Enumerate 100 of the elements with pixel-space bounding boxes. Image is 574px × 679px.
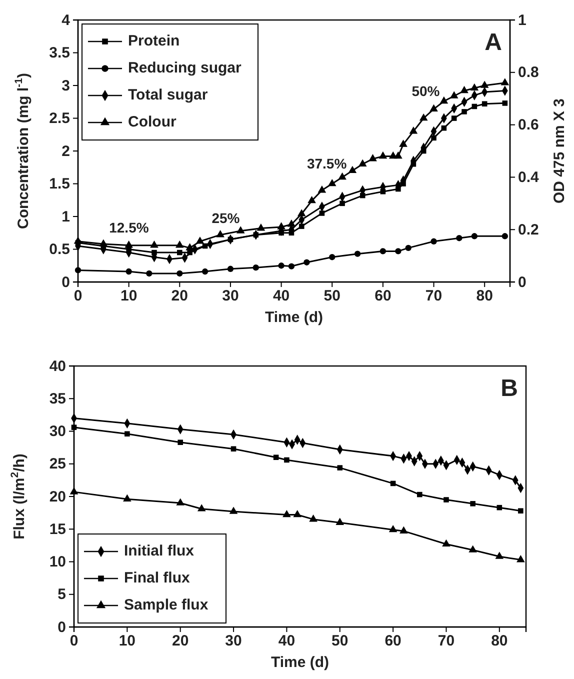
point xyxy=(297,209,306,216)
point xyxy=(419,113,428,121)
x-axis-title: Time (d) xyxy=(270,654,330,671)
point xyxy=(74,236,82,244)
point xyxy=(99,239,108,246)
legend-label: Initial flux xyxy=(124,542,195,560)
x-tick-label: 80 xyxy=(476,288,493,305)
x-tick-label: 10 xyxy=(120,288,138,305)
annotation: 12.5% xyxy=(109,219,150,236)
point xyxy=(471,233,478,240)
point xyxy=(236,226,245,234)
x-tick-label: 40 xyxy=(278,632,296,650)
x-tick-label: 20 xyxy=(172,632,189,650)
point xyxy=(186,243,194,250)
point xyxy=(176,270,183,277)
point xyxy=(340,200,345,206)
legend-label: Reducing sugar xyxy=(128,59,242,76)
x-axis-title: Time (d) xyxy=(264,309,324,326)
x-tick-label: 50 xyxy=(332,632,348,650)
point xyxy=(468,545,477,552)
point xyxy=(319,210,325,216)
point xyxy=(380,248,386,254)
x-tick-label: 80 xyxy=(491,632,508,650)
y-tick-label: 1 xyxy=(62,208,70,226)
y-tick-label: 25 xyxy=(49,456,66,473)
y2-tick-label: 0 xyxy=(518,274,526,291)
point xyxy=(378,151,388,159)
point xyxy=(338,172,346,180)
point xyxy=(500,78,510,86)
point xyxy=(430,104,438,112)
point xyxy=(460,86,468,94)
point xyxy=(216,230,224,238)
x-tick-label: 30 xyxy=(222,288,239,305)
y2-tick-label: 0.6 xyxy=(518,116,539,134)
point xyxy=(150,240,158,248)
point xyxy=(176,498,185,506)
point xyxy=(298,224,304,229)
point xyxy=(71,424,77,430)
point xyxy=(70,487,78,494)
y-tick-label: 15 xyxy=(49,520,66,538)
point xyxy=(308,196,316,204)
point xyxy=(516,554,525,562)
point xyxy=(368,154,377,162)
x-tick-label: 0 xyxy=(74,288,82,305)
point xyxy=(282,510,291,518)
point xyxy=(502,100,508,106)
point xyxy=(256,223,266,231)
legend-label: Total sugar xyxy=(128,86,208,104)
point xyxy=(124,240,133,248)
point xyxy=(252,264,259,271)
point xyxy=(417,492,422,498)
point xyxy=(309,514,318,522)
point xyxy=(126,268,132,275)
point xyxy=(450,91,458,98)
y2-tick-label: 0.8 xyxy=(518,64,539,82)
point xyxy=(318,185,326,193)
point xyxy=(502,233,508,240)
y-tick-label: 10 xyxy=(49,554,66,571)
y-tick-label: 30 xyxy=(49,423,66,440)
legend-label: Final flux xyxy=(124,569,190,586)
point xyxy=(442,539,450,547)
annotation: 25% xyxy=(212,210,240,226)
point xyxy=(394,151,402,159)
y-tick-label: 0 xyxy=(58,618,66,636)
point xyxy=(470,501,476,506)
y-tick-label: 35 xyxy=(49,390,66,408)
point xyxy=(329,254,336,260)
chart-title: A xyxy=(484,29,502,56)
point xyxy=(273,454,279,460)
y2-tick-label: 0.4 xyxy=(518,169,540,186)
x-tick-label: 40 xyxy=(272,288,290,305)
point xyxy=(227,266,234,272)
x-tick-label: 50 xyxy=(324,288,340,305)
point xyxy=(348,166,357,174)
point xyxy=(284,457,290,463)
point xyxy=(124,431,130,437)
point xyxy=(518,508,524,514)
point xyxy=(177,250,182,256)
point xyxy=(405,244,412,252)
x-tick-label: 30 xyxy=(225,632,242,650)
y-tick-label: 0.5 xyxy=(49,241,70,258)
annotation: 50% xyxy=(412,82,440,99)
point xyxy=(196,236,204,244)
point xyxy=(288,263,295,270)
point xyxy=(358,159,367,167)
y2-tick-label: 1 xyxy=(518,12,526,29)
point xyxy=(337,465,343,470)
legend-label: Colour xyxy=(128,113,176,130)
y-tick-label: 2.5 xyxy=(49,110,70,128)
point xyxy=(482,101,488,106)
point xyxy=(293,510,302,518)
y-tick-label: 40 xyxy=(49,358,66,375)
y-tick-label: 20 xyxy=(49,488,66,506)
point xyxy=(430,238,437,244)
point xyxy=(399,140,408,147)
x-tick-label: 60 xyxy=(384,632,402,650)
point xyxy=(197,504,206,512)
point xyxy=(431,135,436,141)
point xyxy=(400,526,408,534)
x-tick-label: 70 xyxy=(425,288,442,305)
